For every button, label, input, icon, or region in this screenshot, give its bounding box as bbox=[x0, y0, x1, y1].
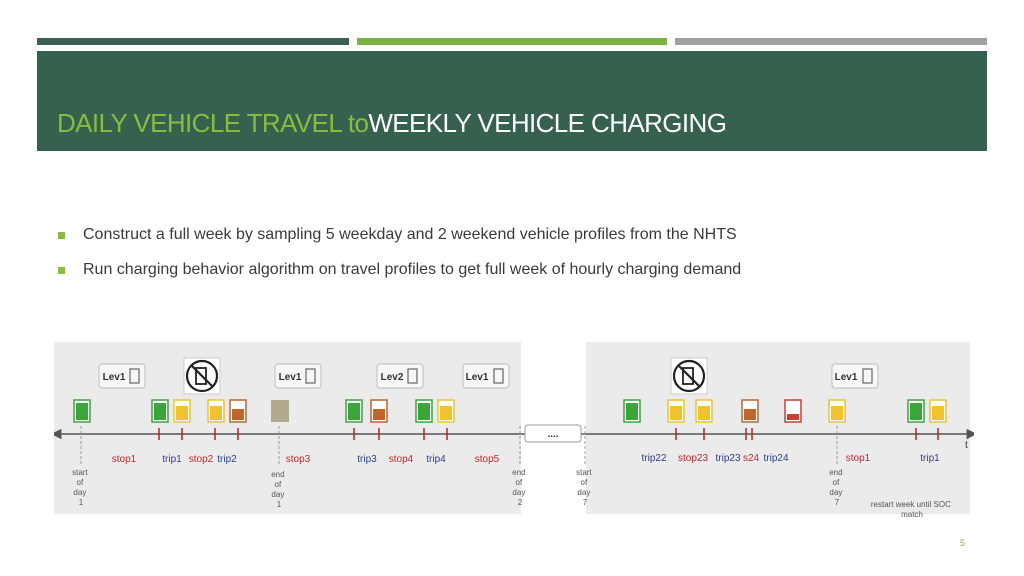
charger-sign-icon: Lev1 bbox=[831, 363, 879, 389]
bullet-list: Construct a full week by sampling 5 week… bbox=[58, 224, 741, 294]
day-marker-start-day-7: start of day 7 bbox=[576, 468, 594, 507]
battery-icon bbox=[741, 399, 759, 423]
bullet-text: Run charging behavior algorithm on trave… bbox=[83, 261, 742, 278]
bullet-text: Construct a full week by sampling 5 week… bbox=[83, 226, 737, 243]
battery-icon bbox=[345, 399, 363, 423]
charger-sign-icon: Lev1 bbox=[274, 363, 322, 389]
segment-label-trip: trip24 bbox=[763, 453, 788, 464]
accent-bar-green bbox=[357, 38, 667, 45]
battery-icon bbox=[73, 399, 91, 423]
no-charging-sign-icon bbox=[670, 357, 708, 395]
battery-icon bbox=[151, 399, 169, 423]
panel-right bbox=[586, 342, 970, 514]
segment-label-stop: stop3 bbox=[286, 454, 311, 465]
segment-label-trip: trip22 bbox=[641, 453, 666, 464]
battery-icon bbox=[667, 399, 685, 423]
segment-label-stop: stop1 bbox=[112, 454, 137, 465]
ellipsis-label: .... bbox=[547, 429, 558, 440]
segment-label-stop: stop4 bbox=[389, 454, 414, 465]
segment-label-stop: stop5 bbox=[475, 454, 500, 465]
ellipsis-box: .... bbox=[524, 424, 582, 443]
segment-label-trip: trip23 bbox=[715, 453, 740, 464]
day-marker-end-day-1: end of day 1 bbox=[271, 470, 287, 509]
segment-label-trip: trip4 bbox=[426, 454, 446, 465]
battery-icon bbox=[828, 399, 846, 423]
segment-label-stop: s24 bbox=[743, 453, 760, 464]
title-band bbox=[37, 51, 987, 151]
bullet-item: Run charging behavior algorithm on trave… bbox=[58, 259, 741, 294]
segment-label-stop: stop2 bbox=[189, 454, 214, 465]
segment-label-trip: trip1 bbox=[162, 454, 182, 465]
bullet-square-icon bbox=[58, 267, 65, 274]
segment-label-trip: trip3 bbox=[357, 454, 377, 465]
charger-sign-icon: Lev2 bbox=[376, 363, 424, 389]
segment-label-stop: stop1 bbox=[846, 453, 871, 464]
charger-label: Lev1 bbox=[466, 372, 489, 383]
segment-label-trip: trip2 bbox=[217, 454, 237, 465]
title-part-weekly-charging: WEEKLY VEHICLE CHARGING bbox=[368, 108, 727, 138]
accent-bar-dark bbox=[37, 38, 349, 45]
day-boundary-lines bbox=[80, 426, 838, 466]
day-marker-start-day-1: start of day 1 bbox=[72, 468, 90, 507]
bullet-square-icon bbox=[58, 232, 65, 239]
segment-label-trip: trip1 bbox=[920, 453, 940, 464]
charger-label: Lev1 bbox=[103, 372, 126, 383]
accent-bar-gray bbox=[675, 38, 987, 45]
slide-title: DAILY VEHICLE TRAVEL toWEEKLY VEHICLE CH… bbox=[57, 108, 727, 139]
day-marker-end-day-2: end of day 2 bbox=[512, 468, 528, 507]
charger-label: Lev1 bbox=[279, 372, 302, 383]
battery-icon bbox=[370, 399, 388, 423]
battery-icon bbox=[437, 399, 455, 423]
segment-label-stop: stop23 bbox=[678, 453, 708, 464]
charger-sign-icon: Lev1 bbox=[462, 363, 510, 389]
page-number: 5 bbox=[960, 538, 966, 548]
restart-week-note: restart week until SOC match bbox=[871, 500, 953, 518]
battery-icon bbox=[929, 399, 947, 423]
bullet-item: Construct a full week by sampling 5 week… bbox=[58, 224, 741, 259]
battery-icon bbox=[207, 399, 225, 423]
battery-icon bbox=[415, 399, 433, 423]
day-marker-end-day-7: end of day 7 bbox=[829, 468, 845, 507]
no-charging-sign-icon bbox=[183, 357, 221, 395]
timeline-ticks bbox=[158, 428, 939, 440]
battery-icon bbox=[623, 399, 641, 423]
battery-icon bbox=[173, 399, 191, 423]
axis-label-t: t bbox=[965, 440, 968, 451]
battery-icon bbox=[695, 399, 713, 423]
charger-label: Lev2 bbox=[381, 372, 404, 383]
battery-icon bbox=[907, 399, 925, 423]
title-part-to: to bbox=[347, 108, 369, 138]
charger-label: Lev1 bbox=[835, 372, 858, 383]
battery-icon bbox=[229, 399, 247, 423]
battery-icon bbox=[784, 399, 802, 423]
weekly-charging-timeline-figure: Lev1 Lev1 Lev2 Lev1 Lev1 t .. bbox=[54, 342, 974, 518]
battery-icon bbox=[271, 400, 289, 422]
title-part-daily-travel: DAILY VEHICLE TRAVEL bbox=[57, 108, 342, 138]
charger-sign-icon: Lev1 bbox=[98, 363, 146, 389]
